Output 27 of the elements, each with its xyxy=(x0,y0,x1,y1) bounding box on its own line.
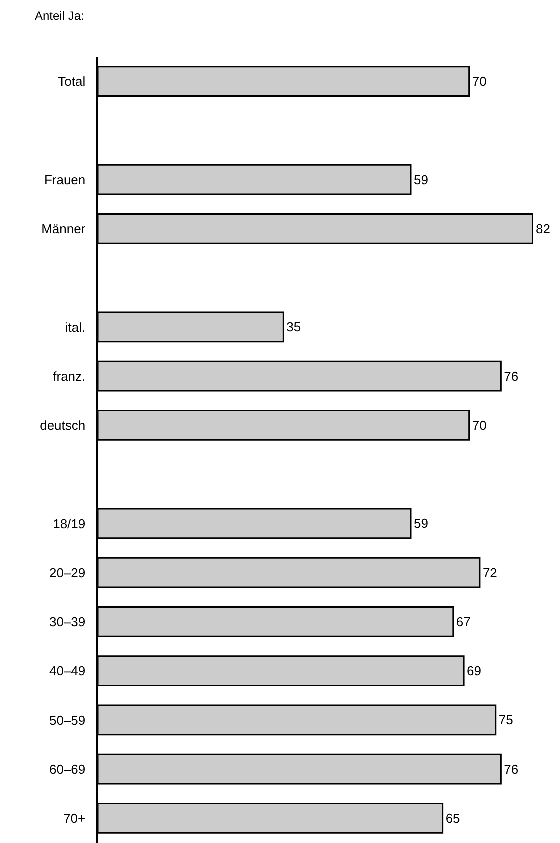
y-tick-label: franz. xyxy=(53,368,86,384)
y-tick-label: Total xyxy=(58,74,86,90)
y-tick-label: deutsch xyxy=(40,418,86,433)
data-label: 35 xyxy=(286,320,302,335)
data-label: 76 xyxy=(504,368,519,384)
data-label: 82 xyxy=(536,221,550,236)
y-tick-label: 20–29 xyxy=(49,565,86,580)
y-tick-label: 40–49 xyxy=(49,664,86,679)
data-label: 67 xyxy=(456,614,471,630)
data-label: 72 xyxy=(482,565,498,580)
y-tick-label: Männer xyxy=(42,221,86,236)
data-label: 70 xyxy=(472,74,487,90)
y-tick-label: 70+ xyxy=(64,810,86,826)
data-label: 59 xyxy=(414,172,428,188)
data-label: 76 xyxy=(504,762,519,777)
data-label: 75 xyxy=(498,712,514,728)
y-tick-label: 30–39 xyxy=(49,614,86,630)
data-label: 70 xyxy=(472,418,487,433)
data-label: 69 xyxy=(467,664,482,679)
y-tick-label: Frauen xyxy=(44,172,86,188)
data-label: 59 xyxy=(414,516,428,532)
data-label: 65 xyxy=(446,810,460,826)
chart-title: Anteil Ja: xyxy=(35,9,84,24)
y-tick-label: 50–59 xyxy=(49,712,86,728)
y-tick-label: ital. xyxy=(65,320,86,335)
y-tick-label: 60–69 xyxy=(49,762,86,777)
y-tick-label: 18/19 xyxy=(53,516,86,532)
